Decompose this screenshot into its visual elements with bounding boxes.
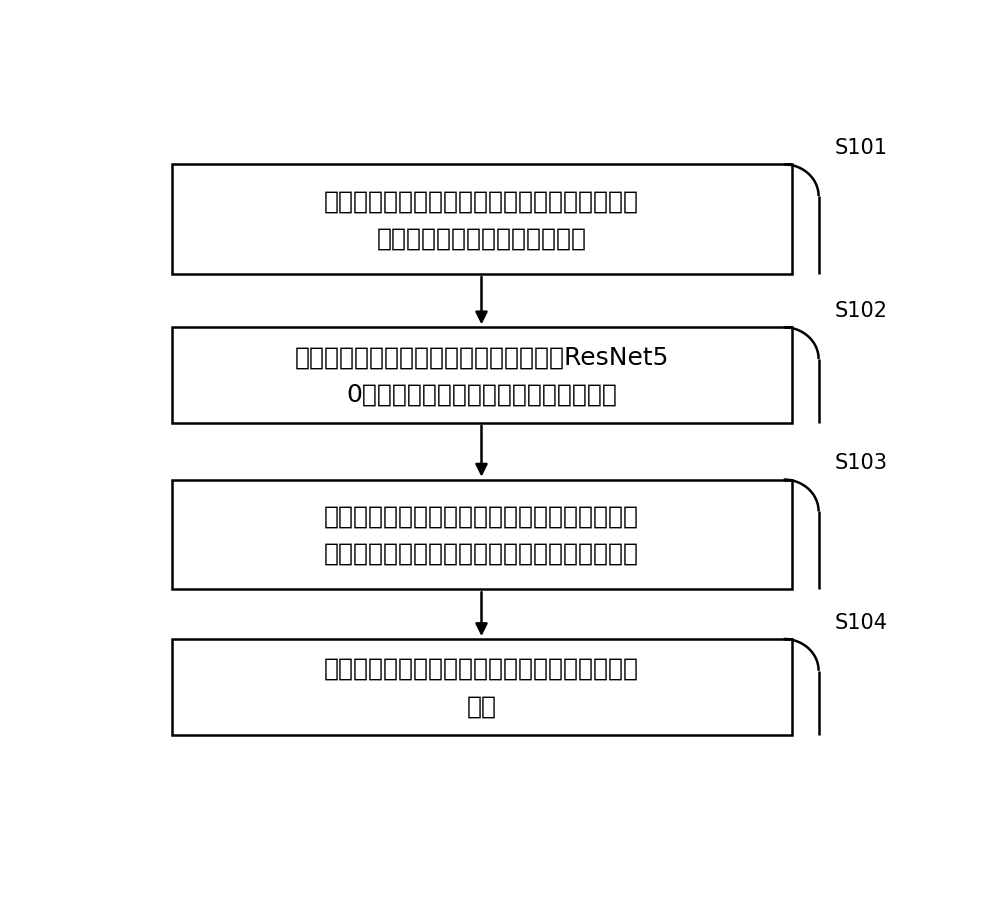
Text: S101: S101 — [834, 138, 887, 158]
Text: S102: S102 — [834, 301, 887, 321]
FancyBboxPatch shape — [172, 328, 792, 424]
Text: 通过所述分类得分值获取所述沉积岩岩石的预测
类别: 通过所述分类得分值获取所述沉积岩岩石的预测 类别 — [324, 656, 639, 718]
Text: 获取沉积岩岩石的图像，对所述图像进行扩充处
理，得到对应所述图像的图像集: 获取沉积岩岩石的图像，对所述图像进行扩充处 理，得到对应所述图像的图像集 — [324, 189, 639, 251]
FancyBboxPatch shape — [172, 480, 792, 590]
Text: 将所述图像集输入所述自动识别模型中的ResNet5
0模型提取层获取所述图像集的特征信息: 将所述图像集输入所述自动识别模型中的ResNet5 0模型提取层获取所述图像集的… — [294, 345, 669, 406]
Text: 将所述特征信息输入自动识别模型中的自建卷积
神经网络，得到对应所述特征信息的分类得分值: 将所述特征信息输入自动识别模型中的自建卷积 神经网络，得到对应所述特征信息的分类… — [324, 505, 639, 565]
FancyBboxPatch shape — [172, 165, 792, 275]
FancyBboxPatch shape — [172, 640, 792, 735]
Text: S104: S104 — [834, 612, 887, 632]
Text: S103: S103 — [834, 453, 887, 473]
